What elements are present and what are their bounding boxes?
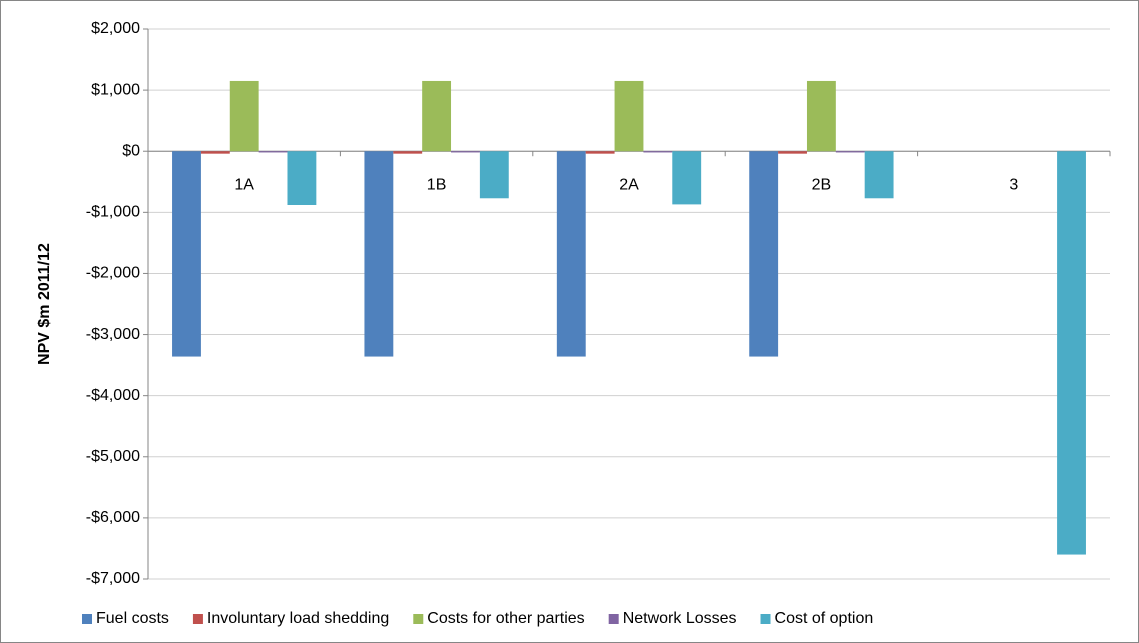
bar — [614, 80, 644, 152]
bar — [287, 151, 317, 205]
legend-swatch — [192, 614, 203, 624]
bar — [1057, 151, 1086, 555]
y-axis-label: NPV $m 2011/12 — [36, 243, 53, 365]
bar — [749, 151, 779, 357]
legend-swatch — [760, 614, 771, 624]
x-tick-label: 1A — [234, 176, 254, 193]
y-tick-label: -$1,000 — [86, 204, 140, 221]
bar — [672, 151, 702, 205]
bar — [835, 151, 865, 153]
x-tick-label: 3 — [1009, 176, 1018, 193]
bar — [422, 80, 452, 152]
legend-swatch — [413, 614, 424, 624]
bar — [393, 151, 423, 154]
y-tick-label: -$7,000 — [86, 570, 140, 587]
bar — [364, 151, 394, 357]
y-tick-label: -$3,000 — [86, 326, 140, 343]
bar — [778, 151, 807, 154]
legend-label: Cost of option — [775, 610, 874, 627]
x-tick-label: 2A — [619, 176, 639, 193]
legend-swatch — [82, 614, 92, 624]
bar — [643, 151, 673, 153]
bar — [172, 151, 201, 357]
x-tick-label: 1B — [427, 176, 447, 193]
legend-label: Fuel costs — [96, 610, 169, 627]
y-tick-label: $0 — [122, 142, 140, 159]
bar — [806, 80, 836, 152]
y-tick-label: -$6,000 — [86, 509, 140, 526]
bar — [200, 151, 230, 154]
y-tick-label: -$2,000 — [86, 265, 140, 282]
x-tick-label: 2B — [812, 176, 832, 193]
legend-label: Involuntary load shedding — [207, 610, 389, 627]
bar — [229, 80, 259, 152]
bar — [585, 151, 615, 154]
bar — [864, 151, 894, 199]
y-tick-label: -$5,000 — [86, 448, 140, 465]
bar — [479, 151, 509, 199]
legend-label: Network Losses — [623, 610, 737, 627]
y-tick-label: $1,000 — [91, 81, 140, 98]
y-tick-label: $2,000 — [91, 20, 140, 37]
legend-label: Costs for other parties — [427, 610, 584, 627]
legend-swatch — [608, 614, 619, 624]
bar — [556, 151, 586, 357]
y-tick-label: -$4,000 — [86, 387, 140, 404]
bar — [451, 151, 480, 153]
bar — [258, 151, 288, 153]
